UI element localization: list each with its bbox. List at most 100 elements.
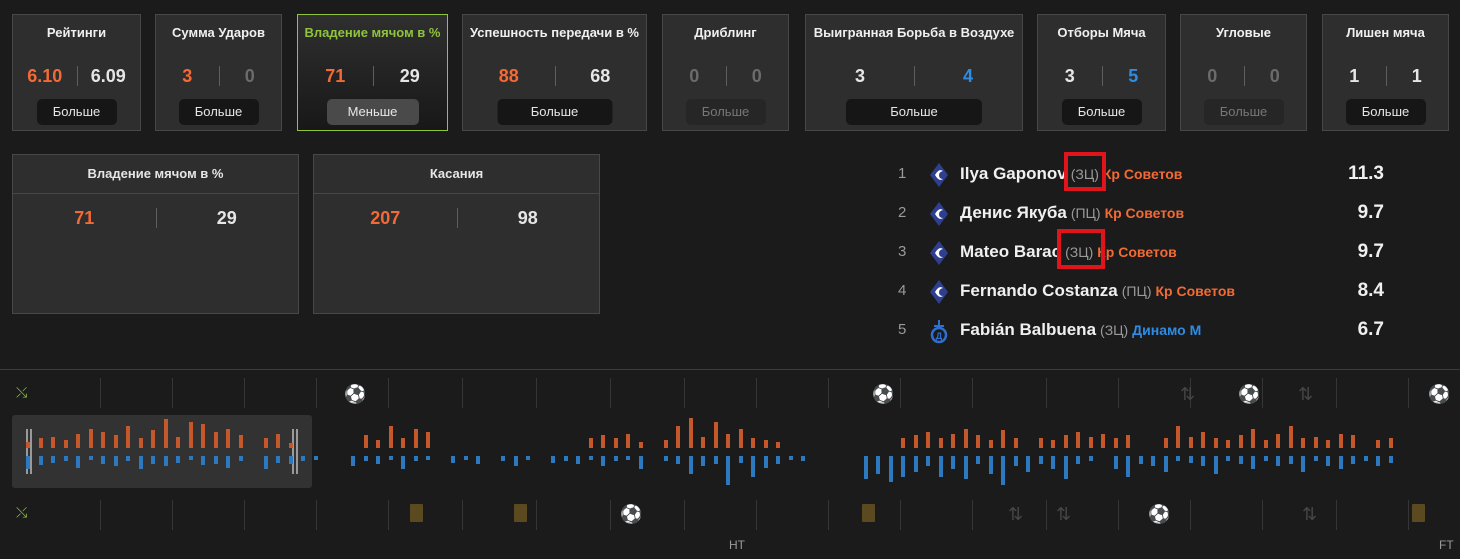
home-activity-bar	[1251, 428, 1255, 448]
away-activity-bar	[988, 456, 993, 475]
away-activity-bar	[1201, 456, 1205, 467]
home-activity-bar	[938, 438, 943, 448]
away-activity-bar	[901, 456, 905, 477]
player-team[interactable]: Кр Советов	[1102, 166, 1183, 182]
home-activity-bar	[1188, 436, 1193, 448]
home-activity-bar	[951, 433, 955, 448]
away-activity-bar	[863, 456, 868, 480]
away-activity-bar	[626, 456, 630, 460]
player-name[interactable]: Mateo Barac	[960, 242, 1062, 261]
home-activity-bar	[101, 432, 105, 448]
player-row[interactable]: 1 Ilya Gaponov (ЗЦ) Кр Советов 11.3	[890, 155, 1410, 194]
away-activity-bar	[1326, 456, 1330, 467]
home-activity-bar	[676, 425, 680, 448]
goal-icon: ⚽	[620, 504, 643, 524]
more-button[interactable]: Больше	[36, 99, 117, 125]
match-timeline[interactable]: ⤯ ⤯ HT FT ⚽ ⚽ ⚽ ⚽ ⇅ ⇅ ⚽ ⚽ ⇅ ⇅ ⇅	[0, 370, 1460, 559]
goal-icon: ⚽	[872, 384, 895, 404]
home-activity-bar	[1288, 425, 1293, 448]
timeline-tick	[388, 378, 389, 408]
player-name[interactable]: Fabián Balbuena	[960, 320, 1097, 339]
away-value: 0	[244, 66, 255, 86]
timeline-tick	[684, 378, 685, 408]
stat-card-title: Угловые	[1215, 25, 1272, 40]
home-activity-bar	[188, 422, 193, 448]
stat-card: Выигранная Борьба в Воздухе 3 4 Больше	[805, 14, 1023, 131]
timeline-range-selector[interactable]	[12, 415, 312, 488]
away-activity-bar	[976, 456, 980, 464]
timeline-tick	[100, 500, 101, 530]
range-handle-left[interactable]	[26, 429, 28, 474]
home-activity-bar	[201, 424, 205, 448]
away-activity-bar	[38, 456, 43, 466]
away-activity-bar	[363, 456, 368, 462]
timeline-tick	[462, 378, 463, 408]
home-activity-bar	[388, 425, 393, 448]
krylia-sovetov-logo	[928, 162, 950, 188]
highlight-box	[1064, 152, 1106, 191]
krylia-sovetov-logo	[928, 240, 950, 266]
stat-card: Дриблинг 0 0 Больше	[662, 14, 789, 131]
home-value: 71	[74, 208, 95, 228]
away-activity-bar	[1376, 456, 1380, 467]
away-activity-bar	[1301, 456, 1305, 472]
more-button[interactable]: Больше	[497, 99, 612, 125]
range-handle-left-inner[interactable]	[30, 429, 32, 474]
yellow-card-icon	[410, 504, 423, 522]
away-value: 1	[1411, 66, 1422, 86]
player-row[interactable]: 5 Д Fabián Balbuena (ЗЦ) Динамо М 6.7	[890, 311, 1410, 350]
home-value: 71	[325, 66, 346, 86]
away-activity-bar	[51, 456, 55, 463]
away-activity-bar	[1088, 456, 1093, 462]
away-activity-bar	[1276, 456, 1280, 467]
player-row[interactable]: 3 Mateo Barac (ЗЦ) Кр Советов 9.7	[890, 233, 1410, 272]
home-activity-bar	[1113, 438, 1118, 448]
away-activity-bar	[1013, 456, 1018, 467]
full-time-label: FT	[1439, 538, 1454, 552]
player-name[interactable]: Денис Якуба	[960, 203, 1067, 222]
away-activity-bar	[1251, 456, 1255, 469]
home-activity-bar	[1101, 433, 1105, 448]
player-row[interactable]: 2 Денис Якуба (ПЦ) Кр Советов 9.7	[890, 194, 1410, 233]
stat-card: Сумма Ударов 3 0 Больше	[155, 14, 282, 131]
substitution-icon: ⇅	[1180, 384, 1196, 404]
player-team[interactable]: Кр Советов	[1155, 283, 1236, 299]
away-activity-bar	[951, 456, 955, 469]
timeline-tick	[536, 378, 537, 408]
more-button[interactable]: Больше	[1061, 99, 1142, 125]
timeline-tick	[172, 500, 173, 530]
range-handle-right-inner[interactable]	[296, 429, 298, 474]
home-activity-bar	[976, 435, 980, 448]
home-activity-bar	[1001, 430, 1005, 448]
more-button[interactable]: Больше	[178, 99, 259, 125]
home-activity-bar	[63, 440, 68, 448]
more-button[interactable]: Больше	[685, 99, 766, 125]
home-activity-bar	[38, 438, 43, 448]
away-activity-bar	[926, 456, 930, 467]
more-button[interactable]: Больше	[1345, 99, 1426, 125]
goal-icon: ⚽	[1148, 504, 1171, 524]
home-activity-bar	[1238, 435, 1243, 448]
value-separator	[218, 66, 220, 86]
player-name[interactable]: Fernando Costanza	[960, 281, 1118, 300]
player-team[interactable]: Динамо М	[1132, 322, 1202, 338]
away-activity-bar	[788, 456, 793, 460]
more-button[interactable]: Больше	[846, 99, 982, 125]
away-value: 0	[1269, 66, 1280, 86]
away-activity-bar	[1288, 456, 1293, 464]
less-button[interactable]: Меньше	[326, 99, 419, 125]
range-handle-right[interactable]	[292, 429, 294, 474]
player-name[interactable]: Ilya Gaponov	[960, 164, 1067, 183]
player-team[interactable]: Кр Советов	[1097, 244, 1177, 260]
away-activity-bar	[938, 456, 943, 477]
stat-card-title: Успешность передачи в %	[470, 25, 639, 40]
player-position: (ЗЦ)	[1070, 166, 1099, 182]
player-team[interactable]: Кр Советов	[1104, 205, 1185, 221]
substitution-icon: ⇅	[1298, 384, 1314, 404]
home-activity-bar	[288, 443, 293, 448]
home-value: 0	[1207, 66, 1218, 86]
more-button[interactable]: Больше	[1203, 99, 1284, 125]
player-row[interactable]: 4 Fernando Costanza (ПЦ) Кр Советов 8.4	[890, 272, 1410, 311]
away-activity-bar	[1388, 456, 1393, 463]
away-activity-bar	[1063, 456, 1068, 480]
